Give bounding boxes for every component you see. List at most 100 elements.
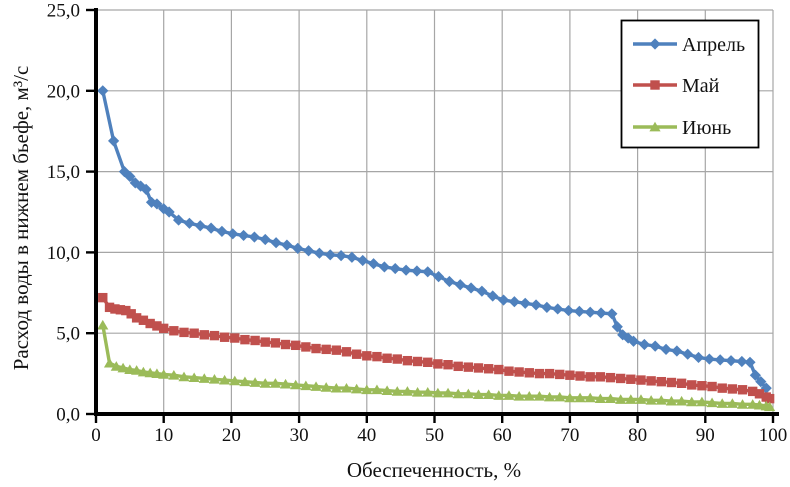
series-april-marker xyxy=(183,217,196,229)
series-june-marker xyxy=(493,390,505,400)
series-june-marker xyxy=(676,395,688,406)
series-may-marker xyxy=(463,362,474,372)
series-june-marker xyxy=(320,382,332,392)
series-june-marker xyxy=(462,388,474,399)
series-april-marker xyxy=(465,282,477,294)
y-axis-title: Расход воды в нижнем бьефе, м³/с xyxy=(9,66,33,371)
series-june-marker xyxy=(249,377,261,387)
legend-item-april: Апрель xyxy=(633,34,745,56)
series-june-marker xyxy=(615,394,627,404)
series-june-marker xyxy=(310,381,322,391)
legend-item-may: Май xyxy=(633,75,720,97)
series-april-marker xyxy=(108,135,120,147)
series-june-marker xyxy=(239,376,251,387)
series-april-marker xyxy=(552,303,564,315)
series-april-marker xyxy=(400,264,412,276)
series-may-marker xyxy=(666,377,677,388)
series-june-marker xyxy=(472,389,485,400)
series-layer xyxy=(97,85,776,412)
x-tick-label: 0 xyxy=(91,425,101,446)
series-may-marker xyxy=(646,376,656,386)
series-june-marker xyxy=(131,365,143,375)
series-april-marker xyxy=(237,229,250,242)
series-may-marker xyxy=(341,347,352,357)
series-april-marker xyxy=(313,247,326,259)
series-june-marker xyxy=(124,364,136,374)
series-april-marker xyxy=(454,279,466,291)
series-may-marker xyxy=(443,360,453,370)
series-may-marker xyxy=(423,357,433,367)
legend-label: Май xyxy=(682,75,720,97)
y-tick-label: 0,0 xyxy=(56,405,80,426)
series-april-marker xyxy=(216,225,228,237)
series-june-marker xyxy=(279,378,292,389)
series-april xyxy=(97,85,772,394)
series-june-marker xyxy=(144,367,156,378)
series-april-marker xyxy=(259,233,271,246)
series-april-marker xyxy=(367,258,380,270)
series-june-marker xyxy=(736,399,749,409)
series-june-marker xyxy=(625,394,637,404)
series-april-marker xyxy=(422,266,434,278)
series-june-marker xyxy=(411,386,424,397)
x-axis-title: Обеспеченность, % xyxy=(347,458,521,482)
series-june-marker xyxy=(188,372,200,383)
series-may-marker xyxy=(321,344,331,355)
series-june-marker xyxy=(391,386,403,396)
series-may-marker xyxy=(433,359,443,369)
series-june-marker xyxy=(655,395,667,405)
series-june-marker xyxy=(753,399,766,410)
series-june-marker xyxy=(290,379,302,390)
series-may-marker xyxy=(291,340,301,351)
series-may-marker xyxy=(514,367,524,377)
series-june-marker xyxy=(269,378,282,388)
x-tick-label: 40 xyxy=(357,425,376,446)
series-june-marker xyxy=(716,398,728,408)
series-may-marker xyxy=(595,372,606,382)
series-may-marker xyxy=(189,328,199,338)
y-tick-label: 10,0 xyxy=(47,243,80,264)
series-april-marker xyxy=(292,242,304,254)
series-may-marker xyxy=(209,330,220,341)
series-may-marker xyxy=(555,369,565,380)
series-may-marker xyxy=(402,355,413,366)
series-april-marker xyxy=(584,306,596,318)
series-may-marker xyxy=(707,381,717,392)
legend-label: Июнь xyxy=(682,117,731,139)
series-june-marker xyxy=(178,371,190,382)
series-april-marker xyxy=(660,343,672,355)
series-april-marker xyxy=(357,254,369,267)
legend-label: Апрель xyxy=(682,34,745,56)
series-may xyxy=(98,292,775,404)
series-june-marker xyxy=(594,393,606,404)
series-may-marker xyxy=(676,378,687,388)
series-may-marker xyxy=(626,374,636,384)
series-may-marker xyxy=(656,376,666,387)
series-june-marker xyxy=(513,391,525,401)
series-june-marker xyxy=(158,369,170,379)
series-april-marker xyxy=(562,304,575,317)
series-april-marker xyxy=(487,290,499,302)
y-tick-label: 5,0 xyxy=(56,324,80,345)
series-june-marker xyxy=(371,384,383,395)
series-april-marker xyxy=(703,353,715,365)
series-april-marker xyxy=(172,214,185,226)
series-june-marker xyxy=(361,384,373,395)
series-april-marker xyxy=(541,301,553,313)
series-june-marker xyxy=(168,370,180,380)
series-may-marker xyxy=(392,354,402,364)
series-may-marker xyxy=(98,292,108,303)
series-june-marker xyxy=(665,395,678,406)
y-tick-label: 15,0 xyxy=(47,162,80,183)
series-june-marker xyxy=(401,386,414,396)
series-may-marker xyxy=(280,339,291,350)
series-may-marker xyxy=(219,332,230,342)
series-may-marker xyxy=(372,351,382,362)
series-may-marker xyxy=(737,385,748,395)
series-april-marker xyxy=(270,237,282,249)
series-june-marker xyxy=(110,361,122,371)
series-april-marker xyxy=(744,356,756,368)
series-june-marker xyxy=(219,374,231,385)
series-april-marker xyxy=(595,307,607,319)
